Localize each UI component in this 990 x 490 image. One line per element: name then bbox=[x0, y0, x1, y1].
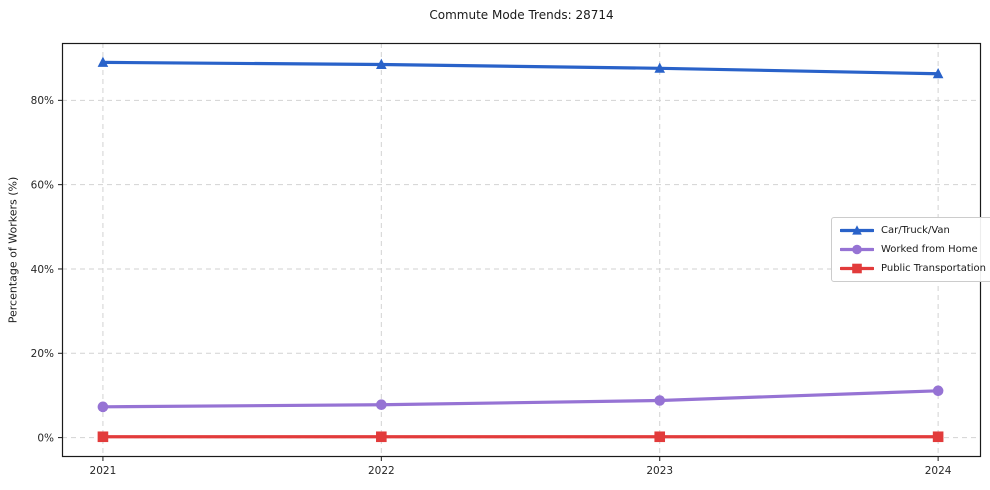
legend-item-car-truck-van: Car/Truck/Van bbox=[840, 224, 986, 237]
circle-marker bbox=[654, 395, 666, 406]
square-marker bbox=[97, 431, 109, 443]
triangle-marker bbox=[932, 67, 944, 79]
x-tick-label: 2022 bbox=[368, 465, 395, 477]
circle-marker bbox=[932, 385, 944, 397]
circle-marker bbox=[376, 399, 387, 411]
legend-item-worked-from-home: Worked from Home bbox=[840, 243, 986, 256]
y-tick-label: 20% bbox=[31, 348, 54, 360]
legend-line-square-icon bbox=[840, 263, 874, 274]
legend-label: Car/Truck/Van bbox=[881, 224, 950, 236]
circle-marker bbox=[852, 244, 862, 255]
square-marker bbox=[932, 431, 944, 443]
triangle-marker bbox=[97, 56, 109, 67]
series-car-truck-van bbox=[97, 56, 944, 79]
chart-title: Commute Mode Trends: 28714 bbox=[429, 8, 614, 22]
y-tick-label: 80% bbox=[31, 95, 54, 107]
legend-line-triangle-icon bbox=[840, 225, 874, 235]
x-tick-label: 2024 bbox=[925, 465, 952, 477]
legend-item-public-transportation: Public Transportation bbox=[840, 262, 986, 275]
y-tick-label: 0% bbox=[37, 432, 54, 444]
square-marker bbox=[376, 431, 387, 443]
y-tick-label: 40% bbox=[31, 264, 54, 276]
triangle-marker bbox=[654, 62, 666, 73]
series-line bbox=[101, 389, 940, 409]
series-line bbox=[101, 60, 940, 76]
legend-label: Worked from Home bbox=[881, 243, 978, 255]
series-worked-from-home bbox=[97, 385, 944, 413]
x-tick-label: 2023 bbox=[646, 465, 673, 477]
square-marker bbox=[852, 263, 862, 274]
triangle-marker bbox=[376, 58, 387, 70]
legend-label: Public Transportation bbox=[881, 262, 986, 274]
x-tick-label: 2021 bbox=[90, 465, 117, 477]
square-marker bbox=[654, 431, 666, 443]
series-public-transportation bbox=[97, 431, 944, 443]
circle-marker bbox=[97, 401, 109, 413]
legend-line-circle-icon bbox=[840, 244, 874, 255]
y-tick-label: 60% bbox=[31, 179, 54, 191]
legend: Car/Truck/Van Worked from Home Public Tr… bbox=[831, 217, 990, 282]
triangle-marker bbox=[852, 225, 862, 235]
